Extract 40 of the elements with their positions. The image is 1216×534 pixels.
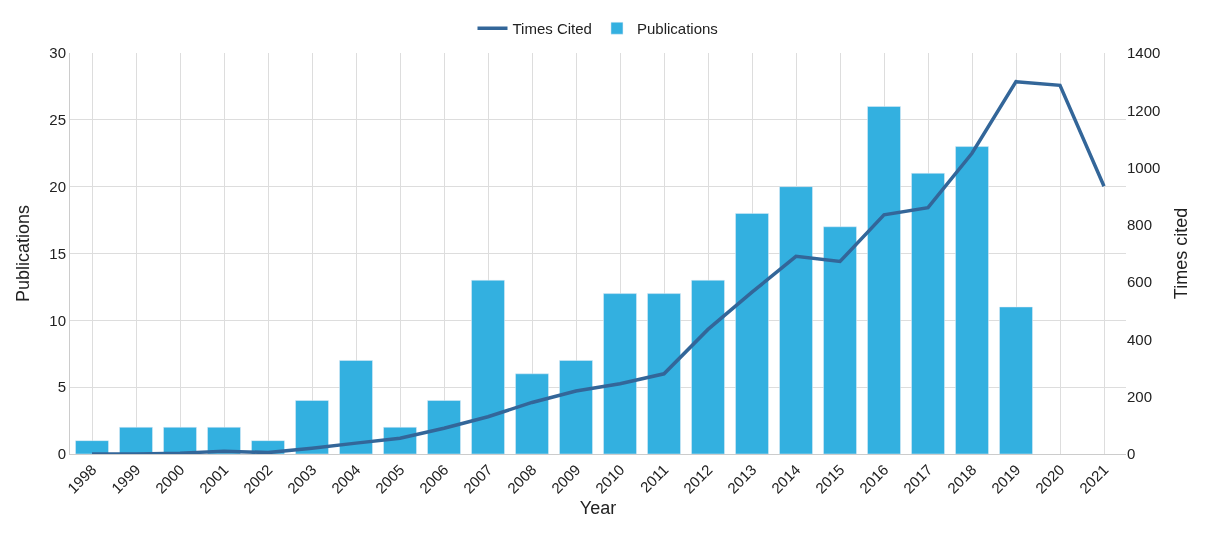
bar [119, 427, 153, 454]
y-tick-label: 25 [49, 111, 66, 129]
y2-tick-label: 1200 [1127, 101, 1161, 119]
bar [75, 440, 109, 454]
bar [339, 360, 373, 454]
y2-tick-label: 600 [1127, 273, 1153, 291]
y2-tick-label: 1000 [1127, 158, 1161, 176]
y-axis-title: Publications [12, 204, 33, 303]
y2-tick-label: 800 [1127, 216, 1153, 234]
bar [823, 226, 857, 454]
y-tick-label: 10 [49, 311, 66, 329]
bar [471, 279, 505, 454]
y-tick-label: 20 [49, 177, 66, 195]
y-tick-label: 5 [57, 378, 66, 396]
y2-tick-label: 200 [1127, 387, 1153, 405]
y2-tick-label: 1400 [1127, 44, 1161, 62]
bar [867, 106, 901, 454]
legend-label: Times Cited [512, 20, 592, 38]
bar [295, 400, 329, 454]
bar [163, 427, 197, 454]
y2-axis-title: Times cited [1171, 207, 1192, 300]
bar [735, 213, 769, 454]
y-tick-label: 0 [57, 445, 66, 463]
bar [647, 293, 681, 454]
bar [999, 306, 1033, 454]
bar [515, 373, 549, 454]
y-tick-label: 15 [49, 244, 66, 262]
bar [911, 173, 945, 454]
bar [779, 186, 813, 454]
legend-label: Publications [636, 20, 718, 38]
bar [955, 146, 989, 454]
y-tick-label: 30 [49, 44, 66, 62]
y2-tick-label: 0 [1127, 445, 1136, 463]
bar [603, 293, 637, 454]
x-axis-title: Year [579, 497, 617, 518]
bar [559, 360, 593, 454]
bar [691, 279, 725, 454]
y2-tick-label: 400 [1127, 330, 1153, 348]
line-series [90, 79, 1106, 454]
bar [427, 400, 461, 454]
